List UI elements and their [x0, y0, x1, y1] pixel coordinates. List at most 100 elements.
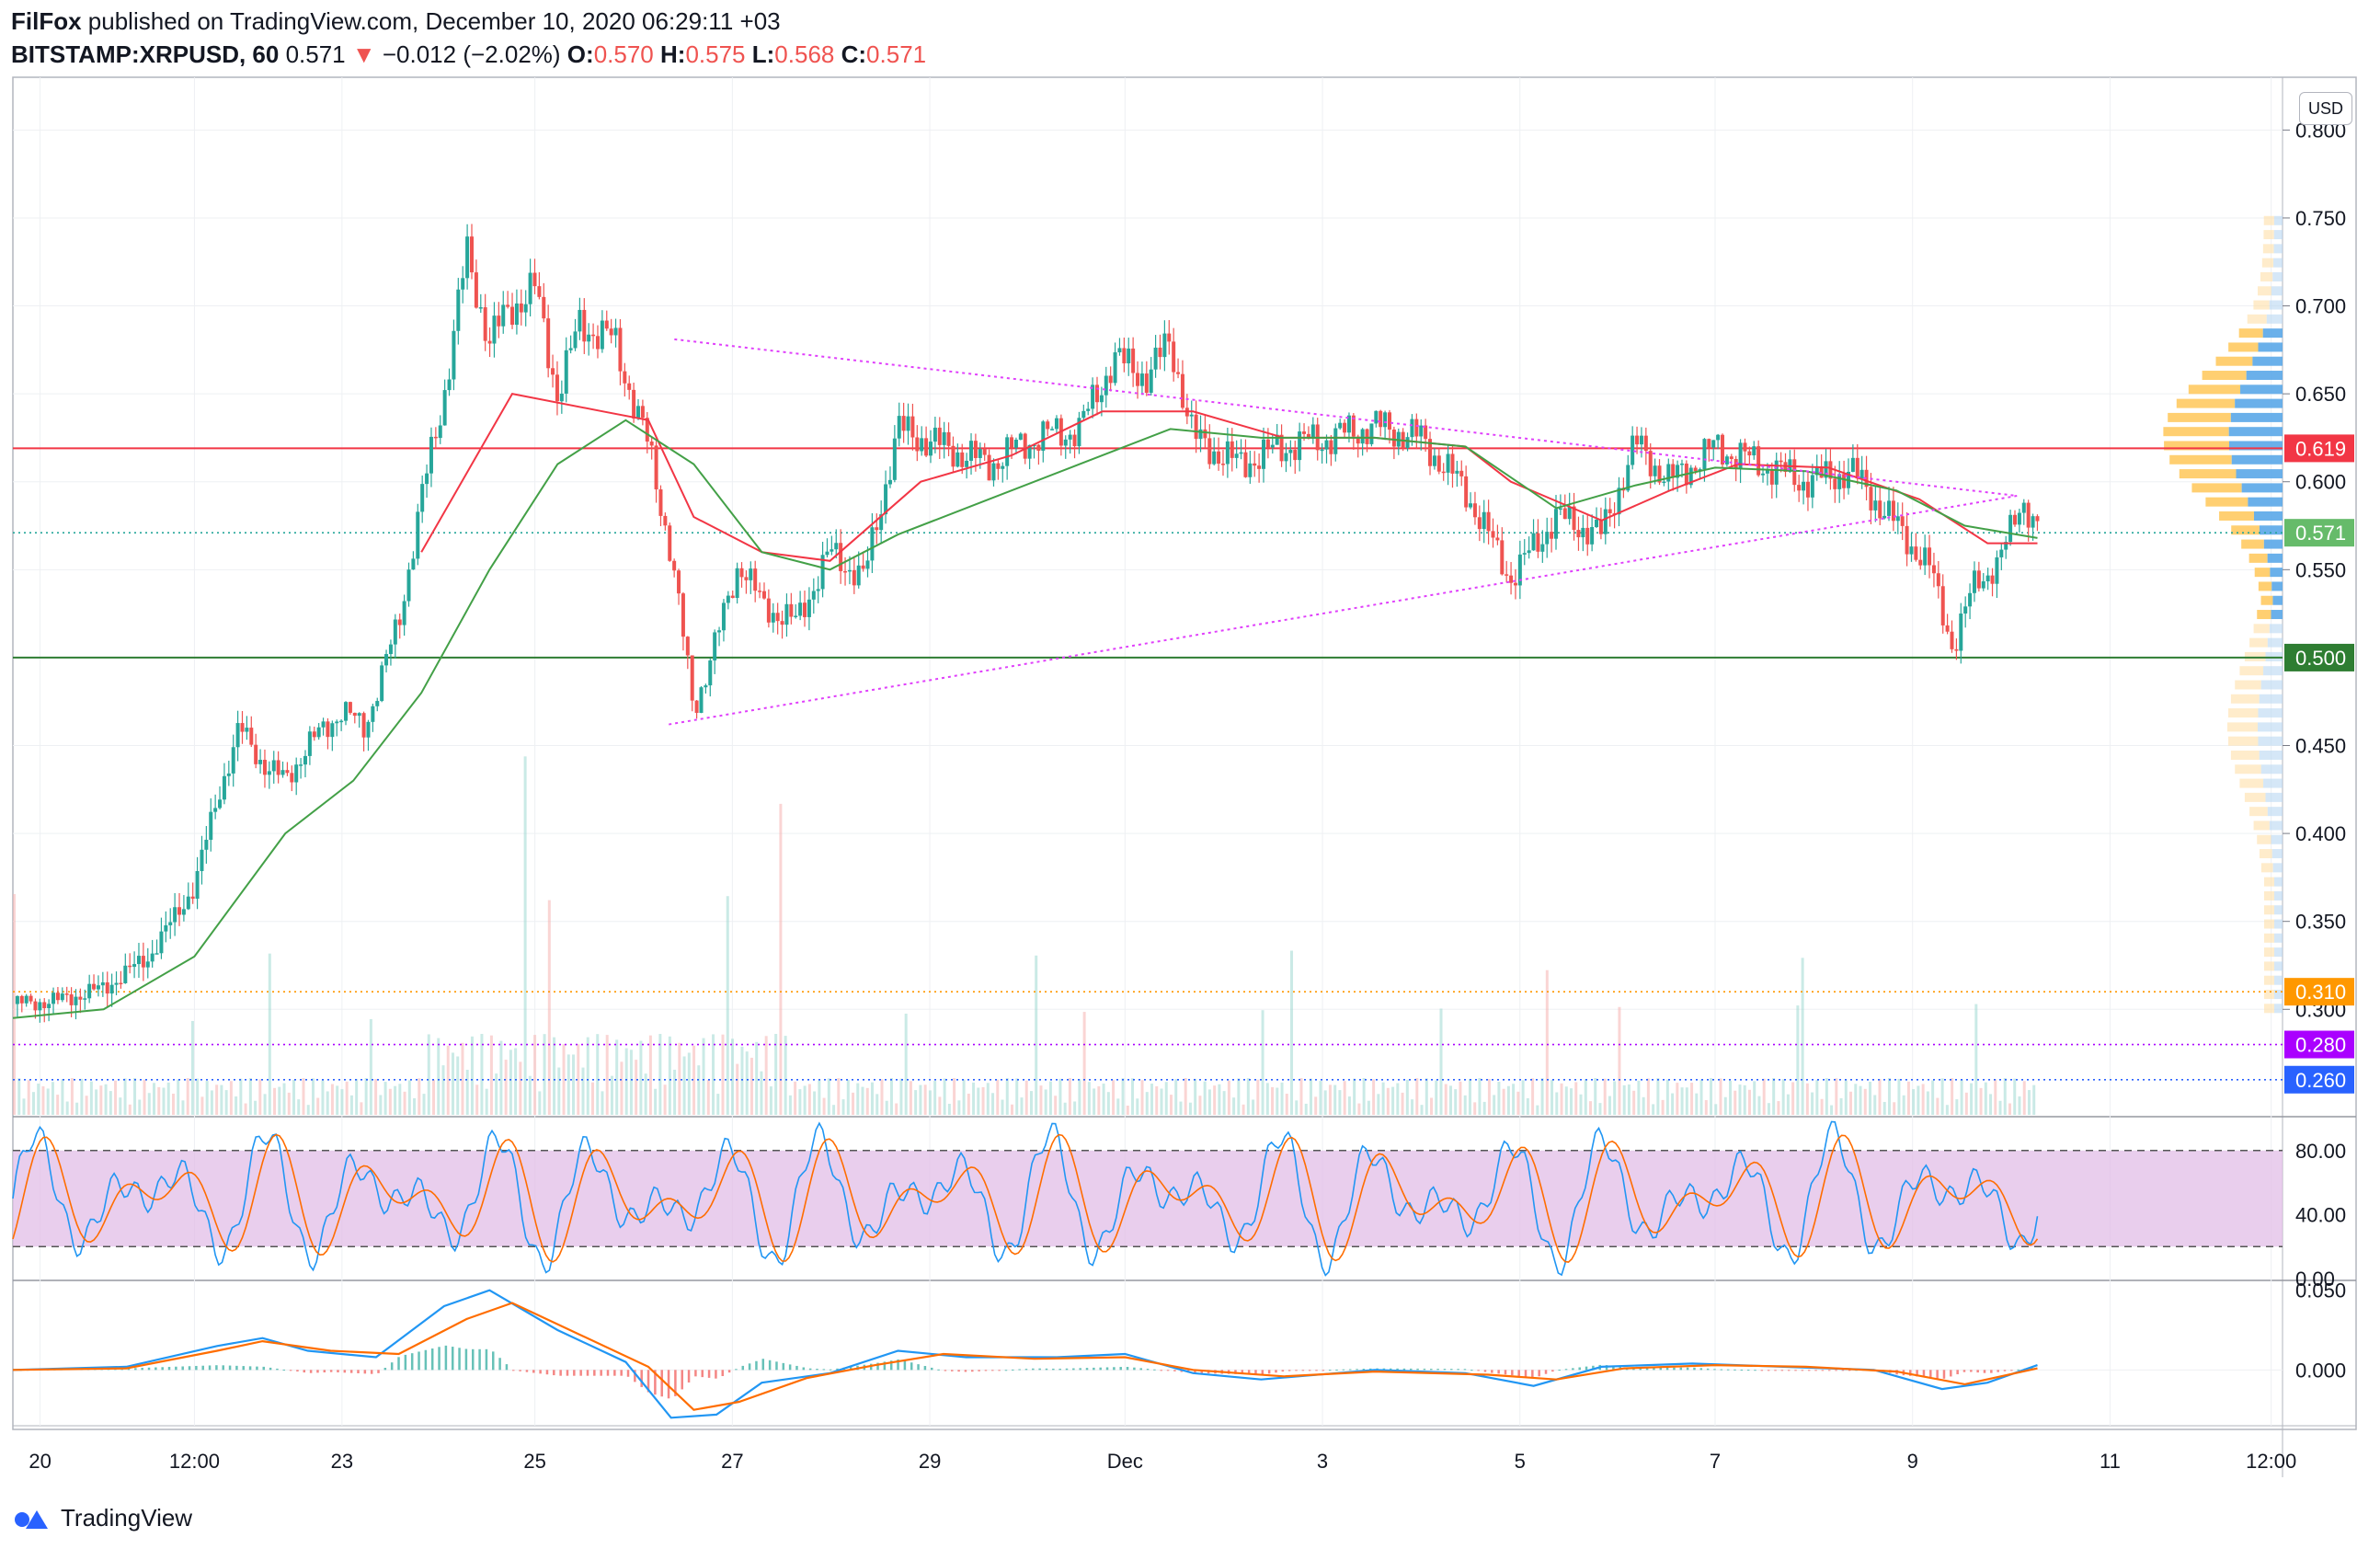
- candle-body: [1509, 575, 1514, 583]
- volume-profile-bar: [2274, 905, 2283, 915]
- x-tick-label: Dec: [1107, 1450, 1143, 1473]
- volume-bar: [109, 1091, 112, 1115]
- currency-button[interactable]: USD: [2299, 92, 2352, 125]
- candle-body: [623, 371, 627, 384]
- volume-bar: [1863, 1088, 1867, 1115]
- volume-bar: [104, 1084, 108, 1115]
- volume-bar: [572, 1054, 576, 1115]
- candle-body: [1590, 527, 1595, 545]
- volume-bar: [509, 1050, 512, 1115]
- candle-body: [1833, 478, 1837, 489]
- volume-bar: [17, 1078, 21, 1115]
- volume-bar: [1652, 1104, 1655, 1115]
- volume-bar: [1285, 1094, 1288, 1115]
- macd-histogram-bar: [755, 1360, 758, 1371]
- candle-body: [1810, 475, 1814, 498]
- macd-histogram-bar: [1726, 1369, 1730, 1371]
- macd-histogram-bar: [748, 1363, 751, 1371]
- volume-bar: [895, 1103, 898, 1115]
- macd-histogram-bar: [1706, 1368, 1710, 1371]
- macd-histogram-bar: [1105, 1367, 1109, 1371]
- volume-bar: [991, 1093, 995, 1115]
- volume-profile-bar: [2274, 1004, 2283, 1014]
- macd-histogram-bar: [1146, 1369, 1150, 1371]
- macd-histogram-bar: [127, 1368, 131, 1371]
- candle-body: [1104, 375, 1108, 396]
- volume-bar: [528, 1075, 532, 1115]
- macd-histogram-bar: [721, 1370, 725, 1377]
- candle-body: [865, 560, 870, 569]
- volume-bar: [224, 1090, 228, 1115]
- volume-bar: [2027, 1090, 2031, 1115]
- candle-body: [245, 728, 249, 732]
- volume-bar: [403, 1091, 406, 1115]
- volume-bar: [1531, 1078, 1535, 1115]
- candle-body: [352, 712, 357, 717]
- candle-body: [1477, 517, 1482, 530]
- volume-profile-bar: [2259, 694, 2283, 704]
- candle-body: [1513, 582, 1517, 586]
- symbol-name[interactable]: BITSTAMP:XRPUSD, 60: [11, 40, 280, 68]
- candle-body: [1046, 421, 1050, 430]
- volume-bar: [248, 1078, 252, 1115]
- candle-body: [1869, 487, 1873, 511]
- volume-bar: [697, 1065, 701, 1115]
- candle-body: [1747, 451, 1752, 456]
- candle-body: [564, 350, 568, 394]
- macd-histogram-bar: [1551, 1370, 1554, 1372]
- macd-histogram-bar: [1848, 1370, 1851, 1371]
- candle-body: [1905, 525, 1909, 555]
- volume-bar: [1661, 1099, 1665, 1115]
- macd-histogram-bar: [1173, 1370, 1176, 1371]
- macd-histogram-bar: [687, 1370, 691, 1383]
- candle-body: [357, 713, 361, 717]
- candle-body: [681, 593, 685, 637]
- candle-body: [1891, 500, 1895, 522]
- candle-body: [632, 389, 636, 419]
- candle-body: [83, 998, 87, 1000]
- volume-bar: [1945, 1105, 1949, 1115]
- candle-body: [1243, 452, 1248, 477]
- volume-bar: [1882, 1101, 1886, 1115]
- candle-body: [604, 320, 609, 329]
- price-badge: [2284, 434, 2354, 463]
- candle-body: [231, 747, 235, 774]
- volume-profile-bar: [2271, 610, 2283, 620]
- candle-body: [380, 665, 384, 702]
- candle-body: [280, 770, 285, 775]
- candle-body: [47, 1004, 51, 1009]
- macd-histogram-bar: [964, 1370, 967, 1372]
- candle-body: [649, 442, 654, 446]
- candle-body: [299, 764, 303, 766]
- candle-body: [433, 436, 438, 439]
- volume-bar: [1377, 1094, 1380, 1115]
- volume-bar: [1044, 1089, 1047, 1115]
- volume-bar: [880, 1079, 884, 1115]
- volume-bar: [205, 1081, 209, 1115]
- volume-bar: [1825, 1078, 1828, 1115]
- volume-bar: [1588, 1101, 1592, 1115]
- volume-bar: [119, 1097, 122, 1115]
- volume-bar: [562, 1044, 566, 1115]
- candle-body: [456, 289, 461, 331]
- macd-histogram-bar: [1801, 1370, 1804, 1371]
- candle-body: [982, 449, 987, 455]
- publisher-name[interactable]: FilFox: [11, 7, 82, 35]
- candle-body: [1455, 470, 1459, 474]
- volume-bar: [1024, 1080, 1028, 1115]
- candle-body: [1095, 384, 1100, 403]
- volume-bar: [1261, 1010, 1264, 1115]
- volume-bar: [369, 1018, 372, 1115]
- candle-body: [1387, 412, 1391, 430]
- candle-body: [1688, 467, 1693, 486]
- volume-bar: [875, 1094, 879, 1115]
- macd-histogram-bar: [1929, 1370, 1932, 1378]
- candle-body: [1887, 500, 1892, 516]
- volume-bar: [1917, 1085, 1920, 1115]
- volume-bar: [1319, 1081, 1322, 1115]
- macd-histogram-bar: [984, 1370, 988, 1371]
- candle-body: [15, 995, 19, 1004]
- publish-line: FilFox published on TradingView.com, Dec…: [11, 7, 781, 36]
- candle-body: [595, 336, 600, 350]
